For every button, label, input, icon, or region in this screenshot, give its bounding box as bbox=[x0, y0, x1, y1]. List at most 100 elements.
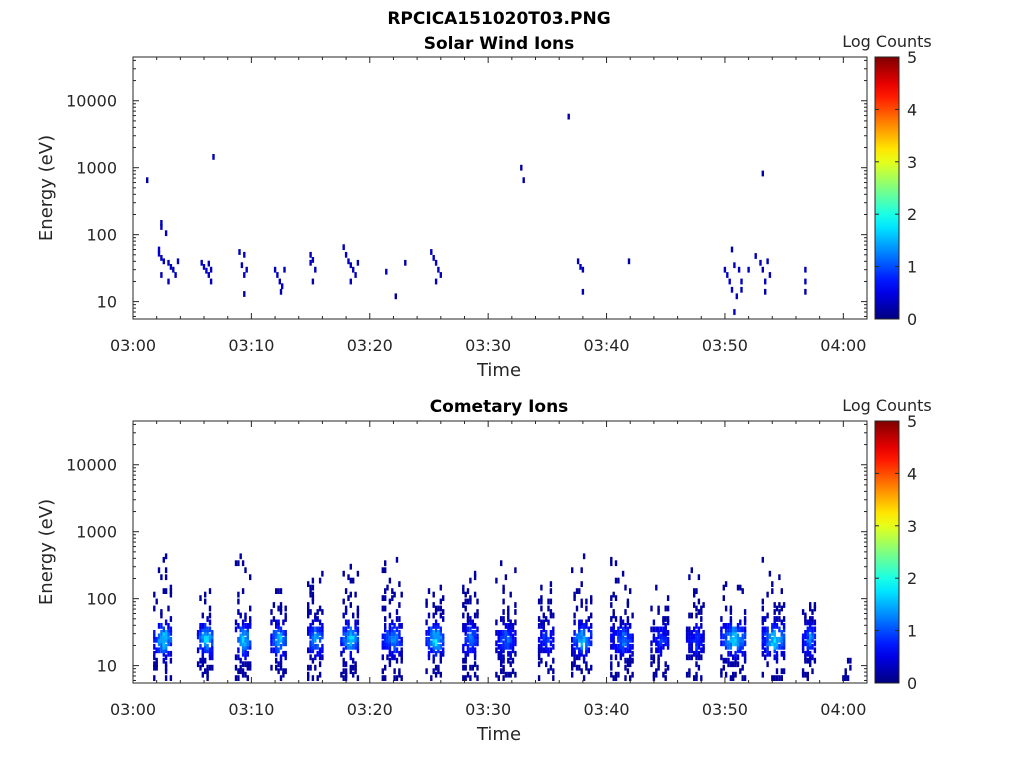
heatmap-cell bbox=[340, 671, 343, 678]
heatmap-cell bbox=[249, 643, 252, 650]
heatmap-cell bbox=[741, 633, 744, 640]
heatmap-cell bbox=[666, 664, 670, 671]
heatmap-cell bbox=[395, 647, 399, 654]
heatmap-cell bbox=[722, 664, 725, 671]
heatmap-cell bbox=[206, 643, 209, 650]
heatmap-cell bbox=[243, 251, 246, 258]
colorbar-tick-label: 4 bbox=[907, 100, 917, 119]
heatmap-cell bbox=[610, 661, 613, 668]
heatmap-cell bbox=[650, 605, 653, 612]
heatmap-cell bbox=[693, 591, 696, 598]
heatmap-cell bbox=[199, 630, 202, 636]
heatmap-cell bbox=[202, 264, 206, 270]
heatmap-cell bbox=[437, 266, 440, 273]
heatmap-cell bbox=[321, 647, 324, 654]
heatmap-cell bbox=[579, 264, 582, 270]
heatmap-cell bbox=[169, 630, 173, 636]
heatmap-cell bbox=[442, 616, 445, 622]
heatmap-cell bbox=[801, 640, 805, 647]
heatmap-cell bbox=[734, 633, 737, 640]
heatmap-cell bbox=[462, 602, 465, 608]
heatmap-cell bbox=[724, 630, 728, 636]
heatmap-cell bbox=[702, 647, 705, 654]
heatmap-cell bbox=[806, 643, 809, 650]
heatmap-cell bbox=[473, 630, 477, 636]
heatmap-cell bbox=[466, 647, 470, 654]
heatmap-cell bbox=[153, 591, 156, 598]
heatmap-cell bbox=[352, 664, 355, 671]
heatmap-cell bbox=[244, 636, 247, 643]
heatmap-cell bbox=[809, 619, 812, 626]
heatmap-cell bbox=[700, 605, 703, 612]
heatmap-cell bbox=[624, 626, 627, 633]
heatmap-cell bbox=[811, 630, 814, 636]
heatmap-cell bbox=[695, 671, 698, 678]
heatmap-cell bbox=[720, 626, 723, 633]
heatmap-cell bbox=[311, 633, 315, 640]
heatmap-cell bbox=[471, 630, 474, 636]
heatmap-cell bbox=[201, 650, 204, 657]
heatmap-cell bbox=[314, 664, 317, 671]
heatmap-cell bbox=[309, 623, 312, 629]
heatmap-cell bbox=[727, 623, 730, 629]
heatmap-cell bbox=[237, 636, 240, 643]
heatmap-cell bbox=[739, 640, 742, 647]
heatmap-cell bbox=[199, 664, 202, 671]
heatmap-cell bbox=[246, 643, 249, 650]
heatmap-cell bbox=[552, 657, 555, 664]
heatmap-cell bbox=[234, 664, 238, 671]
heatmap-cell bbox=[806, 626, 809, 633]
heatmap-cell bbox=[398, 650, 401, 657]
heatmap-cell bbox=[511, 633, 515, 640]
heatmap-cell bbox=[476, 612, 479, 619]
heatmap-cell bbox=[590, 598, 593, 605]
heatmap-cell bbox=[612, 636, 615, 643]
heatmap-cell bbox=[167, 259, 170, 266]
heatmap-cell bbox=[700, 633, 703, 640]
heatmap-cell bbox=[617, 633, 620, 640]
heatmap-cell bbox=[199, 633, 202, 640]
heatmap-cell bbox=[476, 664, 479, 671]
heatmap-cell bbox=[344, 640, 348, 647]
heatmap-cell bbox=[509, 636, 512, 643]
x-tick-label: 03:30 bbox=[465, 700, 511, 719]
heatmap-cell bbox=[282, 630, 285, 636]
heatmap-cell bbox=[497, 643, 500, 650]
heatmap-cell bbox=[702, 643, 705, 650]
heatmap-cell bbox=[575, 633, 579, 640]
heatmap-cell bbox=[507, 616, 510, 622]
heatmap-cell bbox=[432, 255, 435, 261]
heatmap-cell bbox=[664, 668, 667, 675]
heatmap-cell bbox=[729, 623, 733, 629]
heatmap-cell bbox=[739, 647, 742, 654]
heatmap-cell bbox=[241, 661, 245, 668]
heatmap-cell bbox=[249, 605, 252, 612]
heatmap-cell bbox=[552, 668, 555, 675]
heatmap-cell bbox=[391, 630, 394, 636]
heatmap-cell bbox=[537, 636, 541, 643]
heatmap-cell bbox=[314, 612, 317, 619]
heatmap-cell bbox=[624, 623, 627, 629]
heatmap-cell bbox=[813, 633, 817, 640]
heatmap-cell bbox=[743, 619, 747, 626]
heatmap-cell bbox=[244, 671, 247, 678]
heatmap-cell bbox=[282, 668, 285, 675]
heatmap-cell bbox=[277, 640, 280, 647]
heatmap-cell bbox=[741, 640, 744, 647]
heatmap-cell bbox=[849, 664, 852, 671]
x-tick-label: 03:10 bbox=[228, 700, 274, 719]
heatmap-cell bbox=[201, 671, 204, 678]
heatmap-cell bbox=[739, 668, 742, 675]
heatmap-cell bbox=[246, 661, 249, 668]
heatmap-cell bbox=[279, 633, 283, 640]
heatmap-cell bbox=[650, 626, 653, 633]
heatmap-cell bbox=[545, 661, 548, 668]
heatmap-cell bbox=[153, 636, 156, 643]
heatmap-cell bbox=[657, 609, 660, 615]
heatmap-cell bbox=[657, 657, 660, 664]
heatmap-cell bbox=[398, 602, 401, 608]
heatmap-cell bbox=[540, 657, 543, 664]
heatmap-cell bbox=[432, 623, 435, 629]
heatmap-cell bbox=[430, 640, 433, 647]
